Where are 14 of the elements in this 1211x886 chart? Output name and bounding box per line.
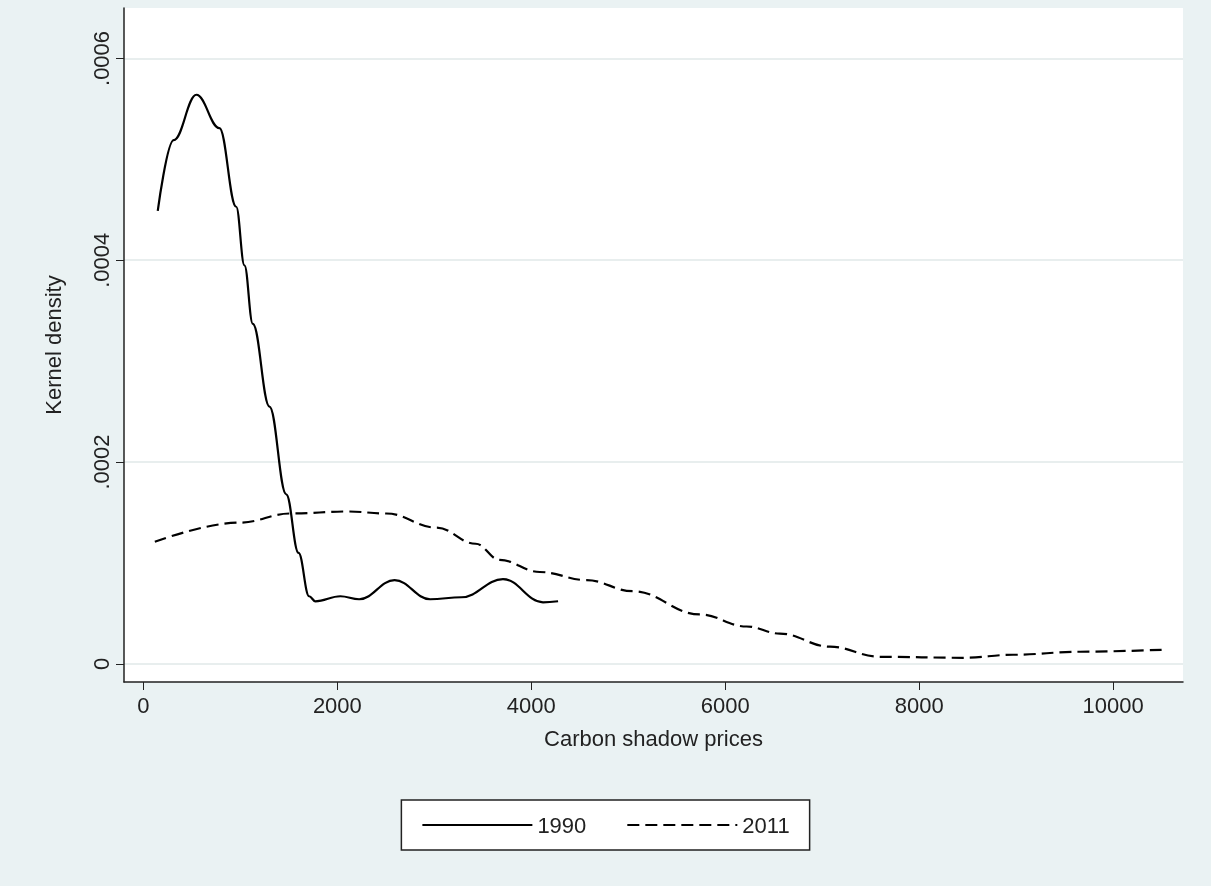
x-tick-label: 8000 <box>894 692 944 718</box>
y-axis-title: Kernel density <box>40 275 66 415</box>
y-tick-label: .0004 <box>88 232 114 288</box>
x-axis-title: Carbon shadow prices <box>544 725 763 751</box>
y-tick-label: 0 <box>88 657 114 670</box>
x-tick-label: 0 <box>137 692 150 718</box>
y-tick-label: .0006 <box>88 30 114 86</box>
x-tick-label: 2000 <box>312 692 362 718</box>
x-tick-label: 4000 <box>506 692 556 718</box>
y-tick-label: .0002 <box>88 434 114 490</box>
x-tick-label: 10000 <box>1082 692 1144 718</box>
x-tick-label: 6000 <box>700 692 750 718</box>
legend-label: 2011 <box>742 812 790 838</box>
legend-label: 1990 <box>537 812 587 838</box>
